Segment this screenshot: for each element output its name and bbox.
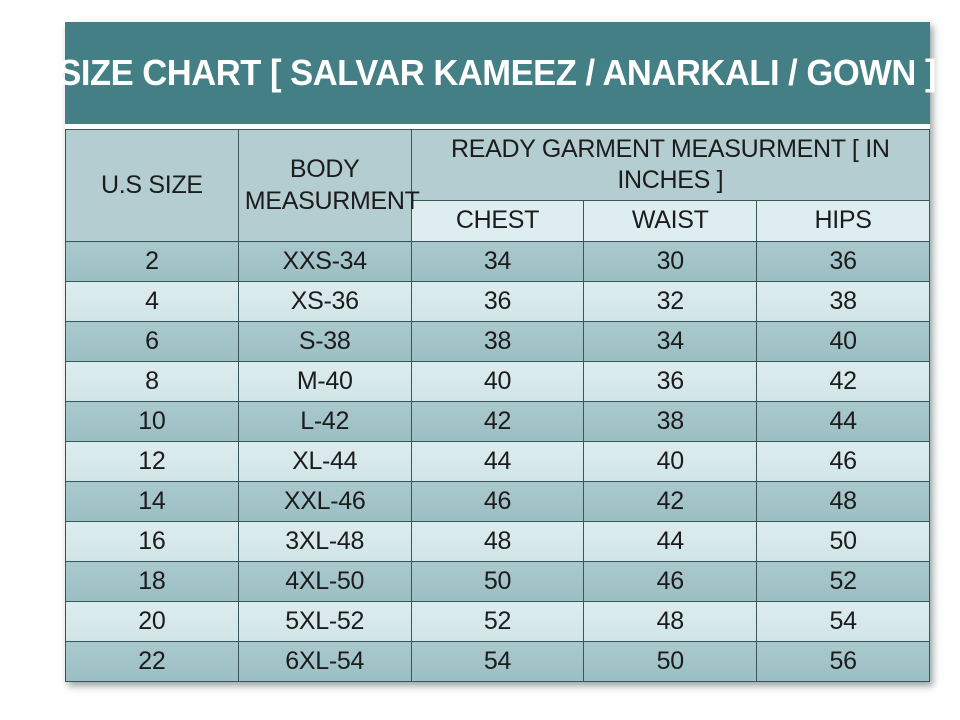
cell-hips: 50 (756, 521, 930, 562)
cell-body: XXL-46 (237, 481, 412, 522)
cell-body: S-38 (237, 321, 412, 362)
chart-title: SIZE CHART [ SALVAR KAMEEZ / ANARKALI / … (58, 52, 937, 93)
cell-waist: 42 (583, 481, 758, 522)
col-header-ready-garment: READY GARMENT MEASURMENT [ IN INCHES ] (410, 129, 931, 201)
cell-waist: 32 (583, 281, 758, 322)
cell-body: XXS-34 (237, 241, 412, 282)
cell-us-size: 6 (65, 321, 239, 362)
cell-hips: 40 (756, 321, 930, 362)
cell-us-size: 22 (65, 641, 239, 682)
table-row: 14 XXL-46 46 42 48 (65, 481, 930, 522)
col-header-waist: WAIST (583, 200, 758, 242)
cell-us-size: 14 (65, 481, 239, 522)
cell-chest: 36 (410, 281, 585, 322)
cell-waist: 34 (583, 321, 758, 362)
table-body: 2 XXS-34 34 30 36 4 XS-36 36 32 38 6 S-38 38 34 40 8 M-4… (65, 241, 930, 682)
cell-waist: 40 (583, 441, 758, 482)
table-row: 22 6XL-54 54 50 56 (65, 641, 930, 682)
table-row: 10 L-42 42 38 44 (65, 401, 930, 442)
cell-us-size: 20 (65, 601, 239, 642)
cell-waist: 48 (583, 601, 758, 642)
cell-hips: 42 (756, 361, 930, 402)
cell-hips: 36 (756, 241, 930, 282)
cell-body: M-40 (237, 361, 412, 402)
cell-hips: 44 (756, 401, 930, 442)
cell-chest: 46 (410, 481, 585, 522)
cell-waist: 38 (583, 401, 758, 442)
table-row: 8 M-40 40 36 42 (65, 361, 930, 402)
cell-hips: 48 (756, 481, 930, 522)
cell-us-size: 12 (65, 441, 239, 482)
size-chart: SIZE CHART [ SALVAR KAMEEZ / ANARKALI / … (59, 22, 937, 682)
cell-waist: 30 (583, 241, 758, 282)
col-header-hips: HIPS (756, 200, 930, 242)
cell-body: 5XL-52 (237, 601, 412, 642)
col-header-body-measurement: BODY MEASURMENT (237, 129, 420, 242)
cell-body: L-42 (237, 401, 412, 442)
cell-chest: 44 (410, 441, 585, 482)
table-row: 16 3XL-48 48 44 50 (65, 521, 930, 562)
cell-hips: 46 (756, 441, 930, 482)
table-row: 12 XL-44 44 40 46 (65, 441, 930, 482)
cell-waist: 36 (583, 361, 758, 402)
cell-us-size: 2 (65, 241, 239, 282)
cell-us-size: 8 (65, 361, 239, 402)
cell-chest: 34 (410, 241, 585, 282)
cell-body: 6XL-54 (237, 641, 412, 682)
table-row: 4 XS-36 36 32 38 (65, 281, 930, 322)
chart-title-bar: SIZE CHART [ SALVAR KAMEEZ / ANARKALI / … (59, 22, 937, 124)
cell-hips: 56 (756, 641, 930, 682)
cell-body: 3XL-48 (237, 521, 412, 562)
cell-us-size: 4 (65, 281, 239, 322)
cell-waist: 44 (583, 521, 758, 562)
col-header-us-size: U.S SIZE (65, 129, 239, 242)
cell-body: XL-44 (237, 441, 412, 482)
cell-chest: 50 (410, 561, 585, 602)
cell-chest: 38 (410, 321, 585, 362)
cell-chest: 48 (410, 521, 585, 562)
table-row: 2 XXS-34 34 30 36 (65, 241, 930, 282)
cell-hips: 38 (756, 281, 930, 322)
col-header-chest: CHEST (410, 200, 585, 242)
size-table: U.S SIZE BODY MEASURMENT READY GARMENT M… (65, 129, 931, 682)
header-row-sub: CHEST WAIST HIPS (66, 200, 930, 242)
table-row: 18 4XL-50 50 46 52 (65, 561, 930, 602)
cell-chest: 42 (410, 401, 585, 442)
cell-chest: 40 (410, 361, 585, 402)
cell-chest: 52 (410, 601, 585, 642)
cell-hips: 54 (756, 601, 930, 642)
cell-body: XS-36 (237, 281, 412, 322)
cell-us-size: 18 (65, 561, 239, 602)
table-row: 20 5XL-52 52 48 54 (65, 601, 930, 642)
cell-body: 4XL-50 (237, 561, 412, 602)
cell-waist: 46 (583, 561, 758, 602)
table-row: 6 S-38 38 34 40 (65, 321, 930, 362)
cell-hips: 52 (756, 561, 930, 602)
cell-chest: 54 (410, 641, 585, 682)
cell-us-size: 10 (65, 401, 239, 442)
header-row-main: U.S SIZE BODY MEASURMENT READY GARMENT M… (65, 129, 931, 242)
table-header: U.S SIZE BODY MEASURMENT READY GARMENT M… (65, 129, 931, 242)
cell-waist: 50 (583, 641, 758, 682)
cell-us-size: 16 (65, 521, 239, 562)
title-table-divider (65, 124, 930, 129)
